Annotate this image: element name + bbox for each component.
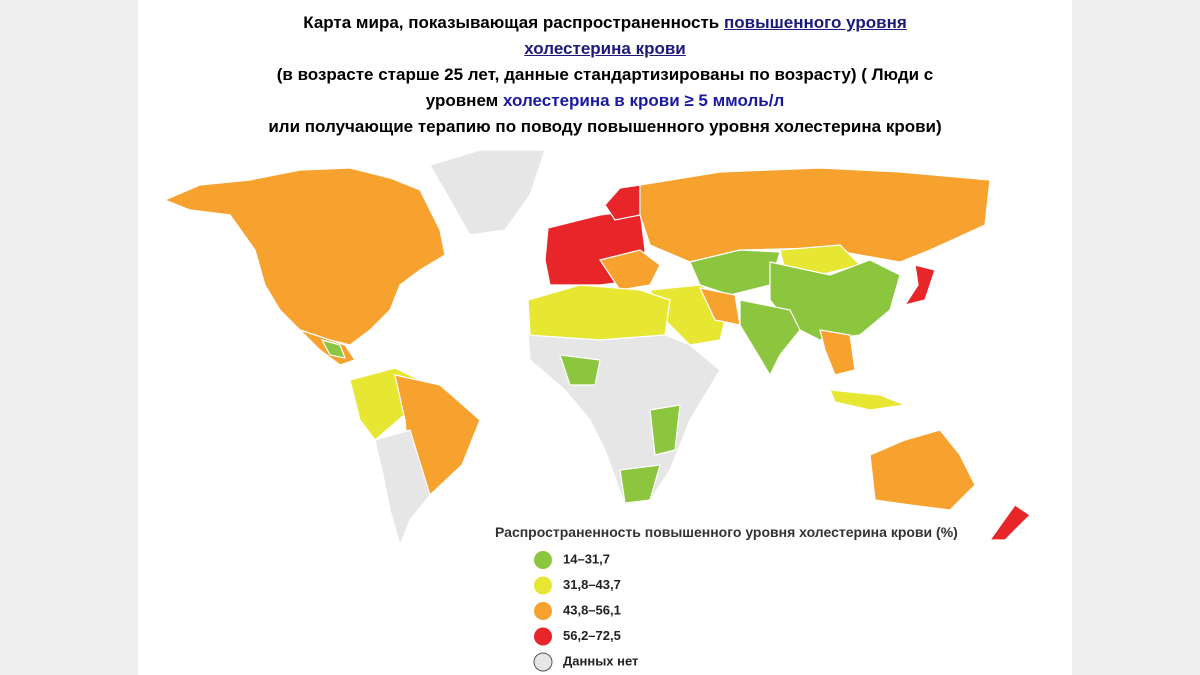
eastern-europe <box>599 249 661 291</box>
legend-label: 14–31,7 <box>563 551 610 566</box>
new-zealand <box>988 504 1031 541</box>
title-link: повышенного уровня <box>723 13 907 32</box>
title: Карта мира, показывающая распространенно… <box>138 10 1072 140</box>
central-america <box>320 339 346 359</box>
continents <box>163 149 1031 547</box>
title-text: (в возрасте старше 25 лет, данные станда… <box>276 65 934 84</box>
legend-label: 56,2–72,5 <box>563 628 621 643</box>
title-link: холестерина крови <box>524 39 686 58</box>
north-america <box>163 167 446 346</box>
india <box>739 299 801 377</box>
southeast-asia <box>819 329 856 376</box>
australia <box>869 429 976 511</box>
legend-swatch <box>533 652 553 672</box>
indonesia <box>829 389 908 411</box>
legend-swatch <box>534 627 552 646</box>
title-text: Карта мира, показывающая распространенно… <box>303 13 724 32</box>
west-africa <box>559 354 601 386</box>
russia <box>639 167 991 263</box>
title-highlight: холестерина в крови ≥ 5 ммоль/л <box>502 91 785 110</box>
legend-label: 43,8–56,1 <box>563 602 621 617</box>
legend-label: Данных нет <box>563 653 638 668</box>
legend-swatch <box>534 551 552 569</box>
legend-swatch <box>534 602 552 620</box>
east-africa <box>649 404 681 456</box>
legend: 14–31,7 31,8–43,7 43,8–56,1 56,2–72,5 Данных… <box>533 551 638 672</box>
title-text: или получающие терапию по поводу повышен… <box>268 117 942 136</box>
title-text: уровнем <box>425 91 503 110</box>
greenland <box>429 149 546 236</box>
legend-swatch <box>534 576 552 595</box>
world-map: Распространенность повышенного уровня хо… <box>163 149 1031 672</box>
south-africa <box>619 464 661 504</box>
legend-label: 31,8–43,7 <box>563 577 621 592</box>
slide: Распространенность повышенного уровня хо… <box>138 0 1072 675</box>
japan <box>903 264 936 306</box>
south-america-south <box>374 429 431 547</box>
legend-title: Распространенность повышенного уровня хо… <box>495 524 958 540</box>
